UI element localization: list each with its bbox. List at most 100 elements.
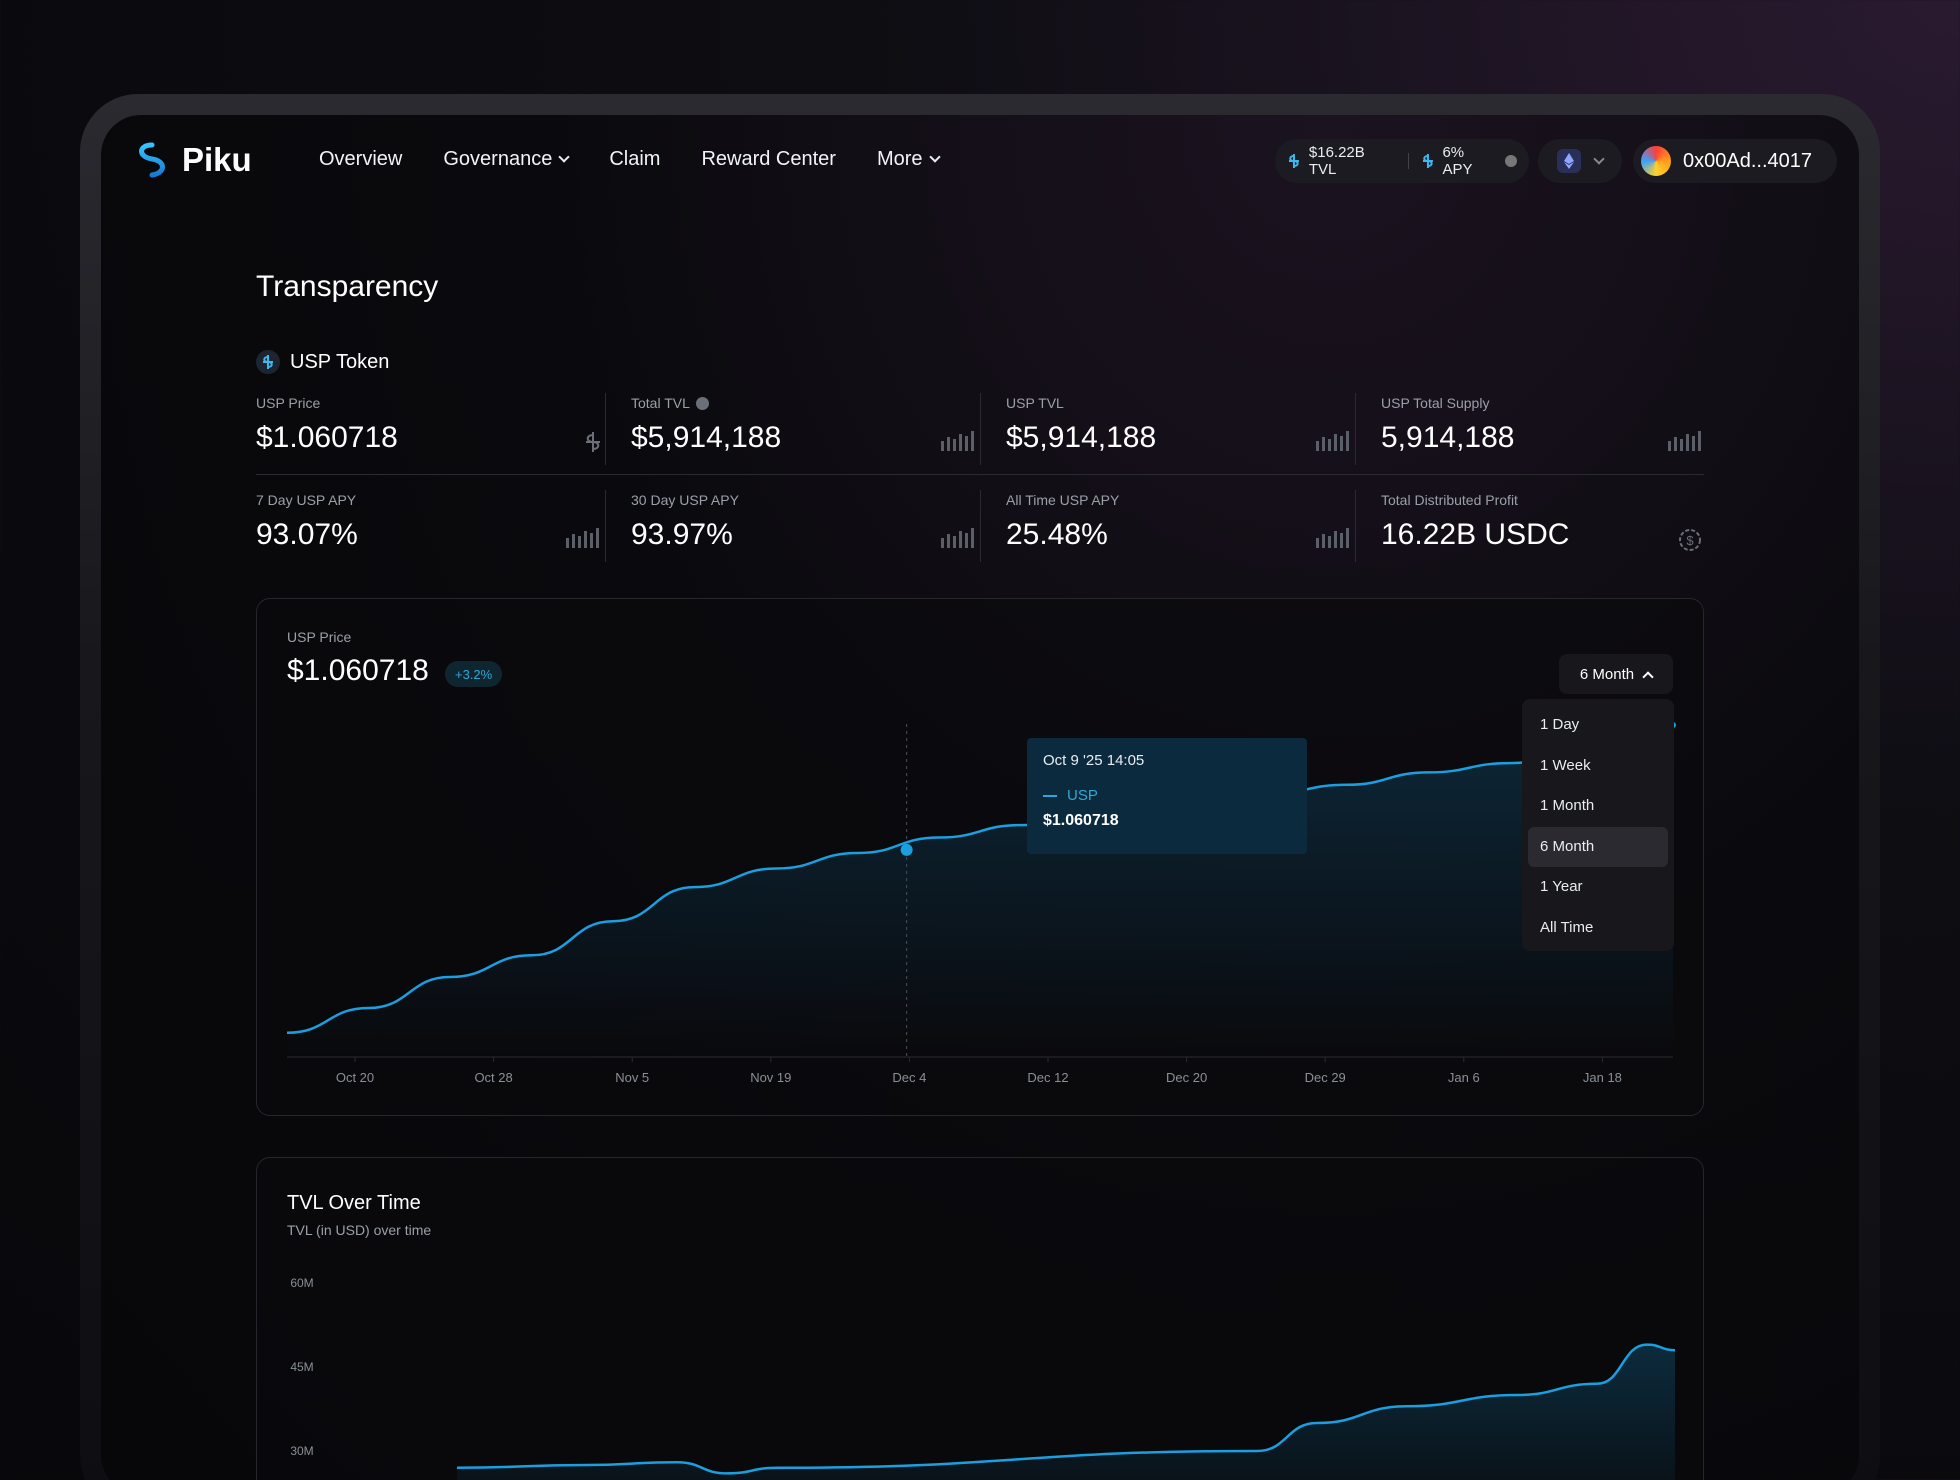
price-chart-card: USP Price $1.060718 +3.2% 6 Month 1 Day … (256, 598, 1704, 1116)
range-selector[interactable]: 6 Month (1559, 654, 1673, 694)
stat-label: All Time USP APY (1006, 492, 1120, 508)
divider (605, 490, 606, 562)
stat-label: USP Price (256, 395, 321, 411)
price-line-chart[interactable]: Oct 20 Oct 28 Nov 5 Nov 19 Dec 4 Dec 12 Dec 20… (257, 599, 1705, 1117)
apy-stat: 6% APY (1442, 144, 1473, 178)
x-tick-label: Jan 6 (1448, 1070, 1480, 1085)
protocol-stats-pill[interactable]: $16.22B TVL 6% APY (1275, 139, 1529, 183)
stat-usp-total-supply: USP Total Supply 5,914,188 (1381, 395, 1704, 475)
x-tick-label: Jan 18 (1583, 1070, 1622, 1085)
range-option-1-month[interactable]: 1 Month (1540, 797, 1595, 815)
stat-value: 5,914,188 (1381, 421, 1515, 454)
stat-label: 7 Day USP APY (256, 492, 357, 508)
series-line-usp (286, 727, 1674, 1035)
chart-title: TVL Over Time (287, 1192, 421, 1214)
bar-chart-icon[interactable] (1668, 431, 1704, 451)
wallet-avatar (1641, 146, 1671, 176)
chevron-down-icon (1593, 152, 1605, 165)
network-selector[interactable] (1538, 139, 1622, 183)
stat-value: $5,914,188 (631, 421, 782, 454)
chart-value: $1.060718 (287, 654, 429, 687)
y-tick-label: 60M (290, 1276, 313, 1290)
x-tick-label: Dec 4 (892, 1070, 926, 1085)
tvl-area-chart[interactable]: 60M 45M 30M (257, 1158, 1705, 1480)
wallet-address: 0x00Ad...4017 (1683, 149, 1812, 172)
nav-links: Overview Governance Claim Reward Center … (319, 148, 980, 171)
info-icon (1505, 155, 1517, 167)
stat-label: Total Distributed Profit (1381, 492, 1518, 508)
range-selector-label: 6 Month (1579, 665, 1635, 683)
tvl-chart-card: TVL Over Time TVL (in USD) over time 60M… (256, 1157, 1704, 1480)
stat-value: $1.060718 (256, 421, 398, 454)
wallet-button[interactable]: 0x00Ad...4017 (1633, 139, 1837, 183)
range-option-6-month[interactable]: 6 Month (1528, 826, 1668, 867)
nav-reward-center[interactable]: Reward Center (701, 148, 836, 171)
nav-more[interactable]: More (876, 148, 941, 171)
range-option-1-day[interactable]: 1 Day (1540, 716, 1580, 733)
dollar-coin-icon: $ (1679, 529, 1701, 551)
page-title: Transparency (256, 270, 439, 303)
token-name: USP Token (290, 350, 390, 373)
bar-chart-icon[interactable] (566, 528, 602, 548)
nav-governance-label: Governance (443, 148, 553, 170)
nav-reward-center-label: Reward Center (701, 148, 836, 170)
divider (980, 490, 981, 562)
change-badge: +3.2% (445, 661, 503, 687)
stat-apy-30d: 30 Day USP APY 93.97% (631, 492, 1005, 572)
divider (605, 393, 606, 465)
stat-value: $5,914,188 (1006, 421, 1157, 454)
usp-token-icon (256, 350, 280, 374)
usp-coin-icon (586, 432, 600, 452)
stat-label: 30 Day USP APY (631, 492, 739, 508)
token-section-header: USP Token (256, 350, 389, 374)
nav-more-label: More (876, 148, 923, 170)
stat-usp-tvl: USP TVL $5,914,188 (1006, 395, 1380, 475)
x-tick-label: Dec 20 (1166, 1070, 1207, 1085)
bar-chart-icon[interactable] (1316, 431, 1352, 451)
area-fill (287, 729, 1673, 1057)
range-option-1-year[interactable]: 1 Year (1540, 878, 1583, 896)
stat-value: 93.97% (631, 518, 733, 551)
svg-text:$: $ (1686, 533, 1694, 548)
tooltip-date: Oct 9 '25 14:05 (1043, 752, 1145, 769)
nav-overview[interactable]: Overview (319, 148, 402, 171)
chevron-down-icon (558, 151, 570, 163)
range-option-1-week[interactable]: 1 Week (1540, 756, 1591, 774)
stat-apy-all-time: All Time USP APY 25.48% (1006, 492, 1380, 572)
stat-label: USP TVL (1006, 395, 1064, 411)
stat-value: 16.22B USDC (1381, 518, 1570, 551)
bar-chart-icon[interactable] (941, 431, 977, 451)
tooltip-series: USP (1043, 787, 1291, 804)
info-icon[interactable] (695, 396, 709, 410)
divider (1355, 490, 1356, 562)
nav-governance[interactable]: Governance (443, 148, 570, 171)
x-tick-label: Oct 20 (336, 1070, 374, 1085)
range-option-all-time[interactable]: All Time (1540, 918, 1594, 936)
bar-chart-icon[interactable] (1316, 528, 1352, 548)
chart-tooltip: Oct 9 '25 14:05 USP $1.060718 (1027, 738, 1307, 854)
stat-value: 25.48% (1006, 518, 1108, 551)
y-tick-label: 30M (290, 1444, 313, 1458)
stat-label-text: Total TVL (631, 395, 690, 411)
brand-name: Piku (182, 141, 252, 178)
x-tick-label: Oct 28 (474, 1070, 512, 1085)
stat-usp-price: USP Price $1.060718 (256, 395, 630, 475)
nav-claim[interactable]: Claim (609, 148, 660, 171)
chart-subtitle: TVL (in USD) over time (287, 1222, 432, 1238)
divider (256, 474, 1704, 475)
bar-chart-icon[interactable] (941, 528, 977, 548)
stat-label: USP Total Supply (1381, 395, 1490, 411)
app-screen: Piku Overview Governance Claim Reward Ce… (101, 115, 1859, 1480)
usp-coin-icon (1288, 154, 1299, 168)
piku-logo-icon (135, 137, 169, 183)
top-nav: Piku Overview Governance Claim Reward Ce… (101, 115, 1859, 205)
brand-logo[interactable]: Piku (134, 137, 252, 183)
usp-coin-icon (1422, 154, 1433, 168)
tvl-stat: $16.22B TVL (1308, 144, 1365, 178)
divider (980, 393, 981, 465)
stat-apy-7d: 7 Day USP APY 93.07% (256, 492, 630, 572)
series-line-tvl (456, 1343, 1676, 1475)
x-tick-label: Nov 5 (615, 1070, 649, 1085)
chevron-down-icon (928, 151, 941, 163)
series-swatch (1043, 794, 1057, 797)
